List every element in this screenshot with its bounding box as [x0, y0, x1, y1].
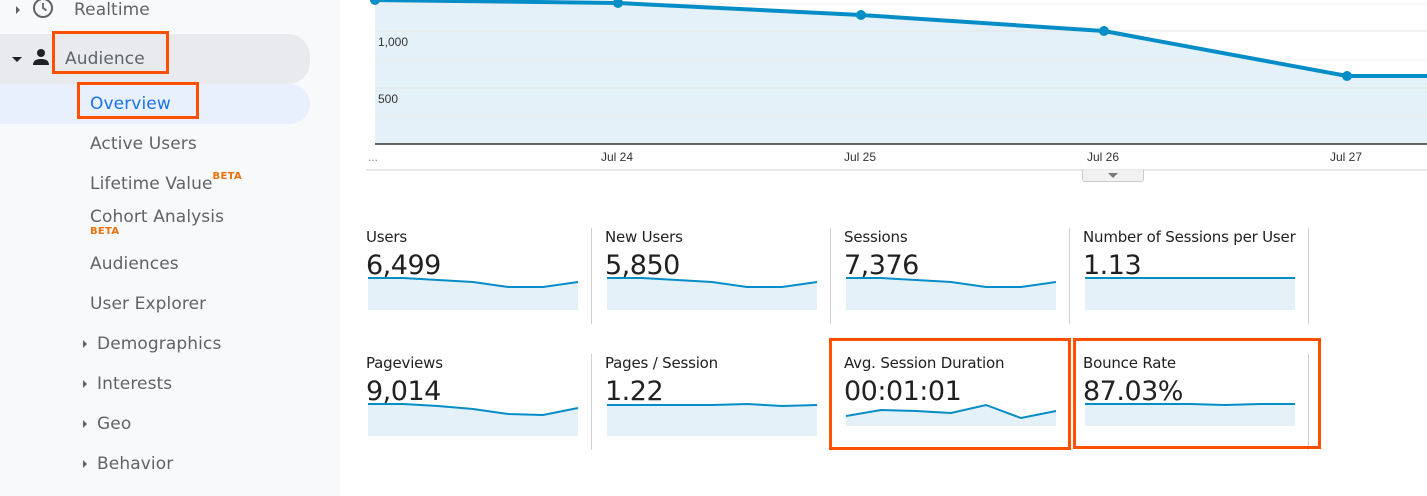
x-axis-tick: Jul 26: [1087, 150, 1120, 164]
sparkline: [1085, 277, 1295, 310]
person-icon: [32, 48, 50, 71]
metric-value: 1.22: [605, 376, 664, 407]
sparkline: [1085, 403, 1295, 426]
highlight-box-avg-session-duration: [829, 338, 1071, 450]
metric-value: 6,499: [366, 250, 441, 281]
sidebar-item-behavior[interactable]: Behavior: [0, 444, 173, 484]
metric-avg-session-duration[interactable]: Avg. Session Duration 00:01:01: [844, 354, 1064, 454]
metric-pages-per-session[interactable]: Pages / Session 1.22: [605, 354, 825, 454]
sidebar-item-demographics[interactable]: Demographics: [0, 324, 221, 364]
expand-caret-icon: [83, 380, 87, 388]
metric-sessions-per-user[interactable]: Number of Sessions per User 1.13: [1083, 228, 1303, 328]
sparkline: [846, 403, 1057, 426]
clock-icon: [32, 0, 54, 24]
x-axis-tick: Jul 27: [1330, 150, 1363, 164]
expand-caret-icon: [83, 340, 87, 348]
sidebar-item-label: Behavior: [97, 454, 174, 474]
expand-caret-icon: [83, 460, 87, 468]
sidebar-item-label: Overview: [90, 94, 171, 114]
sidebar-item-active-users[interactable]: Active Users: [0, 124, 197, 164]
sidebar-item-label: Lifetime Value: [90, 174, 213, 194]
sidebar-item-label: Interests: [97, 374, 173, 394]
sidebar-item-realtime[interactable]: Realtime: [0, 0, 310, 30]
metric-label: Pageviews: [366, 354, 443, 372]
sidebar-item-user-explorer[interactable]: User Explorer: [0, 284, 206, 324]
metric-value: 1.13: [1083, 250, 1142, 281]
metric-label: Number of Sessions per User: [1083, 228, 1296, 246]
sparkline: [846, 277, 1057, 310]
metric-pageviews[interactable]: Pageviews 9,014: [366, 354, 586, 454]
metric-label: Users: [366, 228, 408, 246]
sidebar-item-label: Active Users: [90, 134, 197, 154]
metric-value: 87.03%: [1083, 376, 1183, 407]
metric-users[interactable]: Users 6,499: [366, 228, 586, 328]
beta-badge: BETA: [90, 226, 120, 237]
divider: [1308, 354, 1309, 450]
sidebar-item-interests[interactable]: Interests: [0, 364, 172, 404]
sidebar-item-label: Realtime: [74, 0, 150, 20]
chevron-down-icon: [1108, 173, 1118, 178]
divider: [591, 354, 592, 450]
x-axis-tick: Jul 25: [844, 150, 877, 164]
highlight-box-bounce-rate: [1073, 338, 1321, 449]
sparkline: [368, 277, 579, 310]
sidebar-item-lifetime-value[interactable]: Lifetime Value BETA: [0, 164, 242, 204]
x-axis-tick: ...: [368, 150, 379, 164]
sidebar-item-label: User Explorer: [90, 294, 207, 314]
beta-badge: BETA: [212, 170, 242, 182]
sidebar-item-label: Demographics: [97, 334, 222, 354]
divider: [830, 228, 831, 324]
main-content: 1,000 500 ... Jul 24 Jul 25 Jul 26 Jul 2…: [340, 0, 1427, 496]
collapse-caret-icon: [12, 56, 22, 62]
sparkline: [607, 277, 818, 310]
divider: [1069, 228, 1070, 324]
sparkline: [368, 403, 579, 436]
expand-caret-icon: [83, 420, 87, 428]
metric-label: Sessions: [844, 228, 908, 246]
metric-label: New Users: [605, 228, 683, 246]
sidebar-item-label: Audience: [65, 49, 145, 69]
sidebar-item-label: Geo: [97, 414, 132, 434]
sidebar-item-audience[interactable]: Audience: [0, 34, 310, 84]
chart-collapse-toggle[interactable]: [1082, 170, 1144, 182]
metric-value: 7,376: [844, 250, 919, 281]
sidebar-item-audiences[interactable]: Audiences: [0, 244, 179, 284]
sidebar-item-cohort-analysis[interactable]: Cohort Analysis BETA: [0, 200, 225, 237]
y-axis-tick: 500: [378, 92, 399, 106]
divider: [1308, 228, 1309, 324]
divider: [591, 228, 592, 324]
metric-label: Pages / Session: [605, 354, 718, 372]
metric-sessions[interactable]: Sessions 7,376: [844, 228, 1064, 328]
y-axis-tick: 1,000: [378, 35, 409, 49]
metric-label: Avg. Session Duration: [844, 354, 1005, 372]
metric-bounce-rate[interactable]: Bounce Rate 87.03%: [1083, 354, 1303, 454]
metric-new-users[interactable]: New Users 5,850: [605, 228, 825, 328]
x-axis-tick: Jul 24: [601, 150, 634, 164]
highlight-box-overview: [77, 82, 199, 119]
metric-value: 5,850: [605, 250, 680, 281]
sidebar-item-label: Cohort Analysis: [90, 207, 225, 227]
sidebar-item-label: Audiences: [90, 254, 179, 274]
metric-value: 9,014: [366, 376, 441, 407]
highlight-box-audience: [52, 31, 169, 74]
metric-label: Bounce Rate: [1083, 354, 1176, 372]
sidebar-item-geo[interactable]: Geo: [0, 404, 131, 444]
overview-line-chart[interactable]: 1,000 500 ... Jul 24 Jul 25 Jul 26 Jul 2…: [340, 0, 1427, 180]
metric-value: 00:01:01: [844, 376, 962, 407]
expand-caret-icon: [16, 6, 20, 14]
sidebar-nav: Realtime Audience Overview Active Users …: [0, 0, 340, 496]
sparkline: [607, 402, 818, 436]
